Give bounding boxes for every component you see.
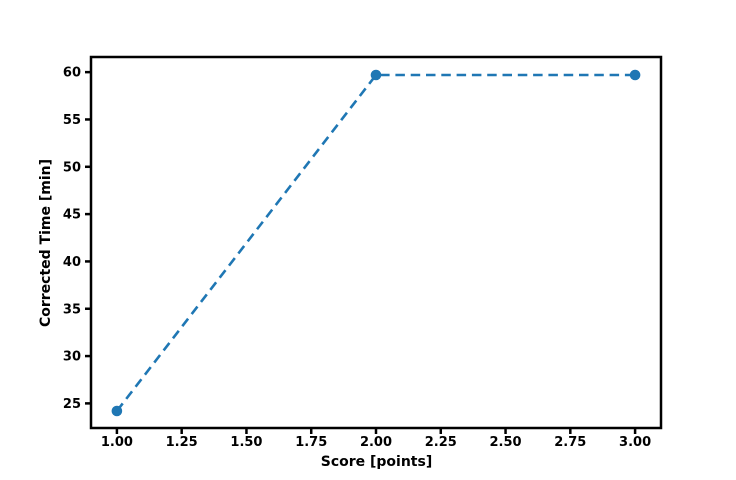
y-axis-label: Corrected Time [min] xyxy=(38,159,54,327)
x-tick-label: 2.75 xyxy=(554,435,586,450)
y-tick-label: 30 xyxy=(63,350,81,365)
y-tick-label: 50 xyxy=(63,160,81,175)
x-tick-label: 1.75 xyxy=(295,435,327,450)
y-tick-label: 55 xyxy=(63,113,81,128)
x-tick-label: 3.00 xyxy=(619,435,651,450)
data-point-marker xyxy=(629,69,641,81)
x-tick-label: 2.25 xyxy=(425,435,457,450)
x-tick-label: 2.00 xyxy=(360,435,392,450)
plot-elements: 1.00 1.25 1.50 1.75 2.00 2.25 2.50 2.75 3.00 25 30… xyxy=(63,55,663,450)
data-line xyxy=(115,73,636,412)
x-tick-label: 2.50 xyxy=(490,435,522,450)
y-tick-label: 40 xyxy=(63,255,81,270)
y-tick-label: 35 xyxy=(63,302,81,317)
x-tick-label: 1.00 xyxy=(101,435,133,450)
data-point-marker xyxy=(111,405,123,417)
x-axis-label: Score [points] xyxy=(321,454,433,470)
y-tick-label: 25 xyxy=(63,397,81,412)
data-point-marker xyxy=(370,69,382,81)
x-tick-label: 1.50 xyxy=(230,435,262,450)
y-tick-label: 45 xyxy=(63,208,81,223)
x-tick-label: 1.25 xyxy=(166,435,198,450)
y-tick-label: 60 xyxy=(63,66,81,81)
plot-spines xyxy=(89,55,663,430)
